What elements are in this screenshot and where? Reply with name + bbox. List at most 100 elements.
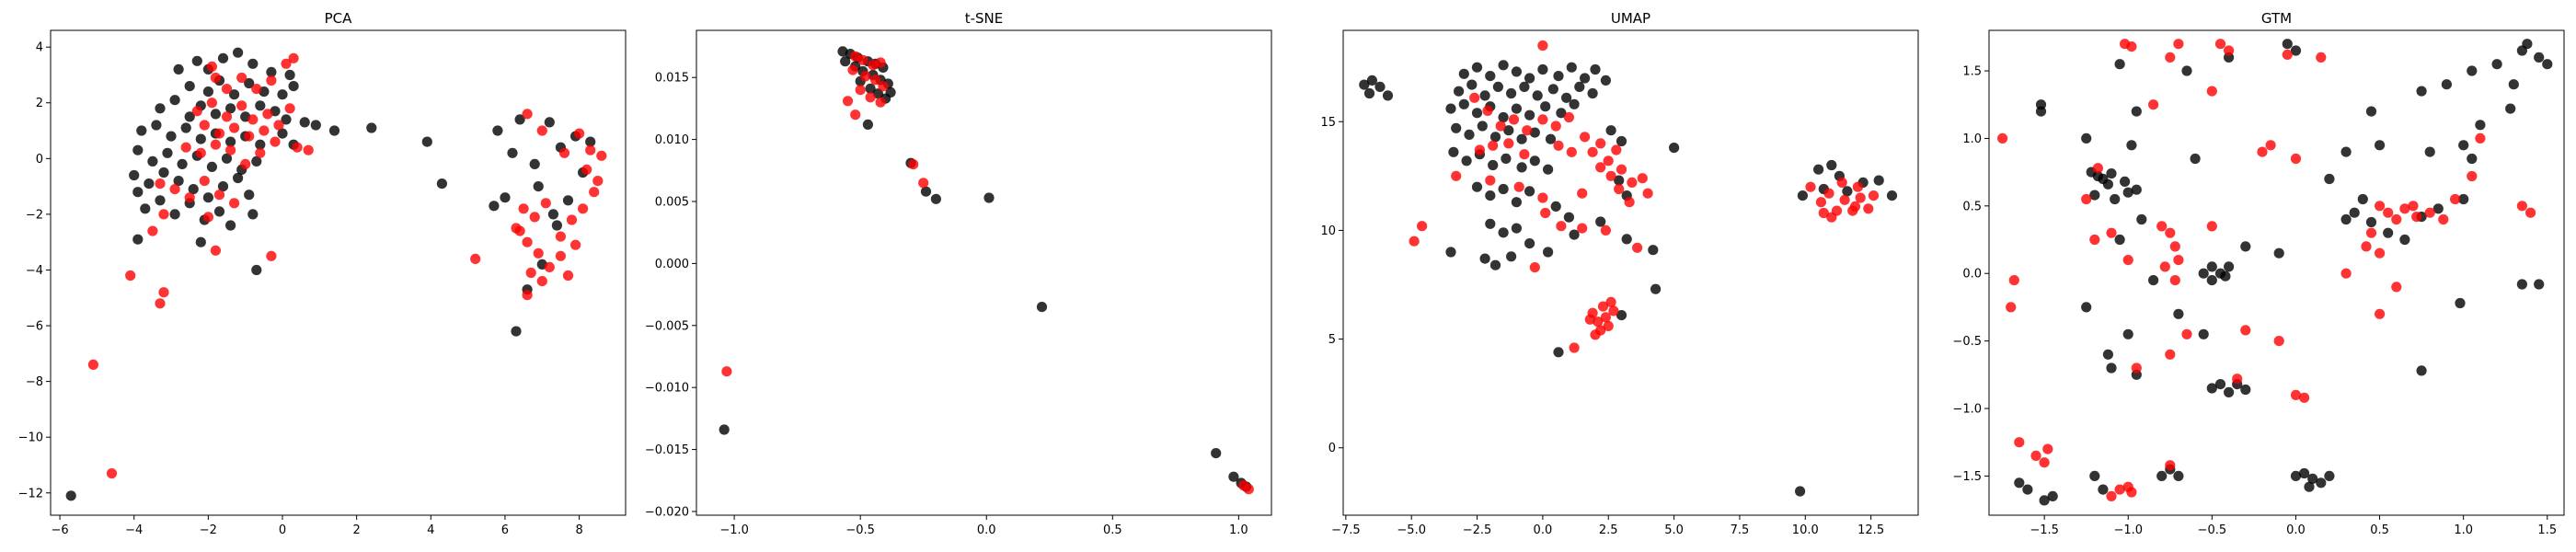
data-point-red (2081, 193, 2092, 205)
data-point-red (2014, 437, 2025, 448)
data-point-black (2240, 241, 2251, 252)
data-point-red (592, 176, 604, 187)
data-point-black (255, 139, 266, 150)
data-point-black (169, 209, 180, 220)
data-point-black (2106, 362, 2117, 374)
data-point-red (244, 131, 255, 142)
data-point-black (310, 120, 321, 131)
data-point-red (2516, 201, 2527, 212)
data-point-red (288, 52, 299, 63)
data-point-black (2299, 467, 2310, 479)
data-point-black (266, 66, 277, 77)
subplot-title: t-SNE (965, 10, 1004, 27)
data-point-red (2165, 460, 2176, 471)
data-point-red (1616, 164, 1627, 175)
data-point-red (865, 92, 876, 103)
data-point-red (1605, 170, 1616, 181)
data-point-black (2224, 261, 2235, 272)
data-point-black (155, 103, 166, 114)
data-point-black (2290, 470, 2302, 481)
data-point-red (266, 250, 277, 261)
data-point-red (1868, 190, 1880, 201)
data-point-black (2416, 365, 2427, 376)
data-point-black (1466, 79, 1478, 90)
data-point-black (533, 181, 544, 192)
data-point-black (2441, 79, 2452, 90)
data-point-black (2081, 302, 2092, 313)
data-point-black (225, 103, 236, 114)
subplot-tsne: t-SNE −1.0 −0.5 0.0 0.5 1.0 −0.020 −0.015 −0.01… (645, 10, 1272, 537)
data-point-black (930, 193, 942, 204)
data-point-black (1479, 253, 1490, 264)
data-point-red (536, 276, 547, 287)
data-point-red (2475, 132, 2486, 144)
data-point-black (244, 77, 255, 89)
data-point-red (2214, 39, 2226, 50)
data-point-black (2424, 146, 2435, 157)
data-point-black (507, 147, 518, 158)
data-point-black (251, 155, 262, 167)
data-point-red (1627, 177, 1638, 188)
data-point-red (1624, 197, 1635, 208)
data-point-red (1513, 181, 1524, 192)
data-point-black (1511, 66, 1522, 77)
data-point-black (1600, 75, 1611, 86)
data-point-black (158, 167, 169, 178)
data-point-red (522, 290, 533, 301)
data-point-black (1540, 101, 1551, 112)
data-point-black (865, 83, 876, 94)
data-point-black (188, 184, 199, 195)
data-point-black (233, 47, 244, 58)
data-point-black (1529, 127, 1540, 138)
data-point-black (2198, 328, 2209, 339)
data-point-red (1417, 221, 1428, 232)
data-point-black (191, 55, 202, 66)
data-point-red (2169, 275, 2180, 286)
data-point-red (2206, 221, 2217, 232)
data-point-black (1569, 229, 1580, 240)
data-point-red (2173, 39, 2184, 50)
data-point-red (2375, 247, 2386, 259)
y-tick-label: 10 (1320, 224, 1336, 238)
data-point-red (2224, 45, 2235, 56)
data-point-black (1553, 347, 1564, 358)
data-point-red (2365, 227, 2377, 238)
data-point-red (1595, 162, 1606, 173)
data-point-black (1524, 73, 1535, 84)
data-point-black (195, 236, 206, 247)
data-point-black (1477, 121, 1488, 132)
data-point-black (1524, 186, 1535, 197)
data-point-red (2525, 207, 2536, 218)
data-point-red (1553, 140, 1564, 151)
data-point-black (2467, 65, 2478, 76)
data-point-black (2022, 484, 2033, 495)
data-point-red (721, 366, 732, 377)
data-point-red (2290, 389, 2302, 400)
data-point-black (2110, 193, 2121, 205)
data-point-black (585, 136, 596, 147)
data-point-black (233, 172, 244, 184)
data-point-black (2357, 193, 2368, 205)
data-point-black (225, 220, 236, 231)
data-point-red (1519, 149, 1530, 160)
data-point-red (202, 212, 213, 223)
data-point-black (277, 89, 288, 100)
data-point-black (1211, 448, 1222, 459)
x-tick-label: 10.0 (1792, 523, 1819, 537)
data-point-red (303, 144, 314, 155)
data-point-red (2383, 207, 2394, 218)
data-point-black (1842, 186, 1853, 197)
x-tick-label: 0.0 (1534, 523, 1553, 537)
data-point-black (366, 122, 377, 133)
data-point-black (281, 114, 292, 125)
data-point-red (2450, 193, 2461, 205)
data-point-black (551, 220, 563, 231)
data-point-black (1543, 247, 1554, 258)
data-point-red (918, 178, 929, 189)
data-point-black (129, 169, 140, 181)
data-point-red (2424, 207, 2435, 218)
data-point-red (562, 270, 574, 282)
data-point-black (247, 58, 259, 69)
data-point-black (173, 176, 184, 187)
data-point-black (492, 125, 503, 136)
